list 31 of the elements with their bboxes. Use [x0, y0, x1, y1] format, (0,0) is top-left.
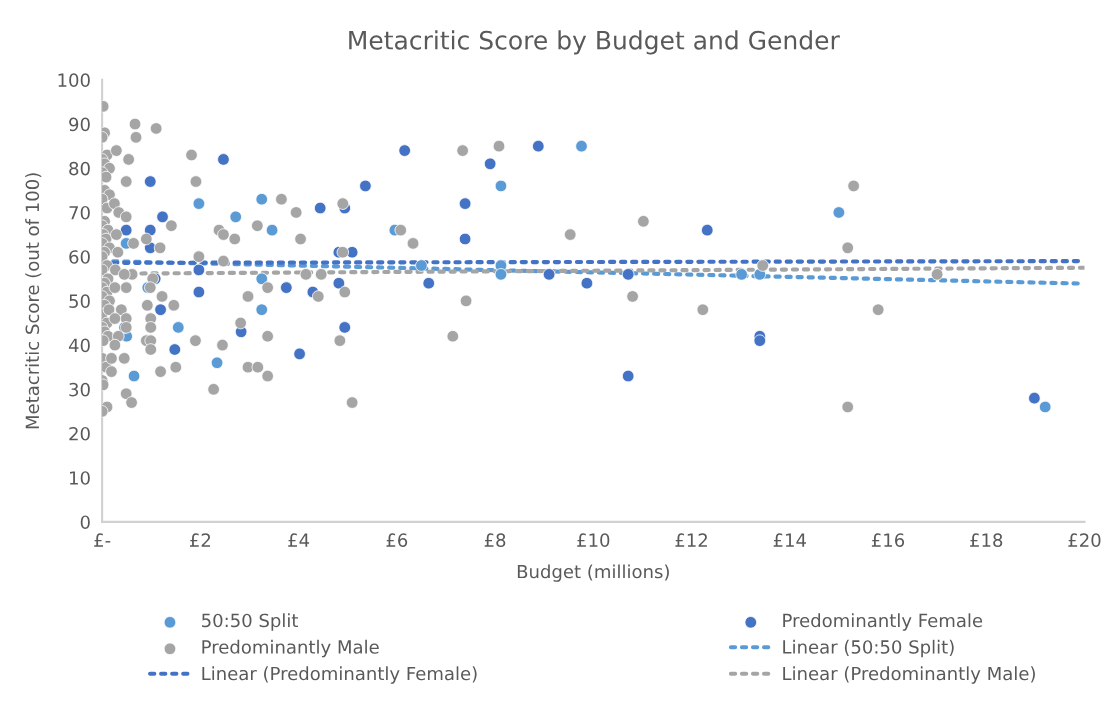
y-axis-title: Metacritic Score (out of 100) — [25, 173, 42, 429]
x-tick-label: £10 — [577, 533, 610, 547]
x-tick-label: £12 — [675, 533, 707, 547]
y-tick-label: 50 — [69, 294, 90, 308]
x-tick-label: £- — [94, 533, 111, 547]
x-axis-title: Budget (millions) — [517, 564, 669, 582]
x-tick-label: £20 — [1068, 533, 1101, 547]
y-tick-label: 30 — [69, 382, 90, 397]
x-tick-label: £16 — [871, 533, 905, 547]
y-tick-label: 70 — [69, 205, 90, 220]
x-tick-label: £4 — [288, 533, 310, 547]
chart-title: Metacritic Score by Budget and Gender — [349, 30, 840, 55]
x-tick-label: £6 — [386, 533, 408, 547]
legend-label: Predominantly Female — [783, 613, 983, 631]
legend-label: Linear (Predominantly Female) — [202, 666, 477, 684]
y-tick-label: 20 — [69, 426, 90, 441]
x-tick-label: £18 — [970, 533, 1003, 547]
legend-label: Linear (50:50 Split) — [783, 639, 954, 658]
legend-label: Predominantly Male — [202, 639, 379, 658]
legend-label: 50:50 Split — [202, 613, 299, 631]
legend-label: Linear (Predominantly Male) — [783, 666, 1035, 684]
y-tick-label: 90 — [69, 117, 90, 132]
x-tick-label: £14 — [773, 533, 806, 547]
y-tick-label: 10 — [70, 471, 90, 485]
x-tick-label: £8 — [484, 533, 506, 547]
y-tick-label: 100 — [58, 73, 90, 87]
y-tick-label: 60 — [69, 250, 90, 264]
y-tick-label: 80 — [69, 161, 90, 176]
x-tick-label: £2 — [190, 533, 211, 547]
y-tick-label: 40 — [68, 338, 90, 353]
y-tick-label: 0 — [80, 515, 90, 530]
